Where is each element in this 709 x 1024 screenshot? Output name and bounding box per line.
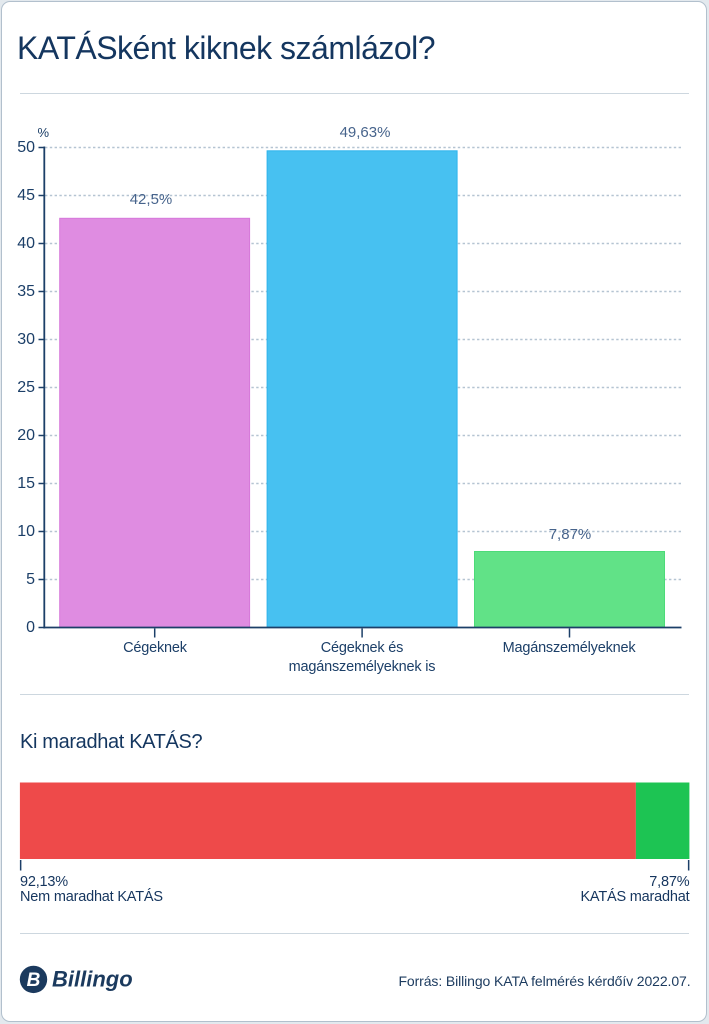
svg-text:Billingo: Billingo [52,967,133,992]
svg-text:B: B [27,970,41,991]
